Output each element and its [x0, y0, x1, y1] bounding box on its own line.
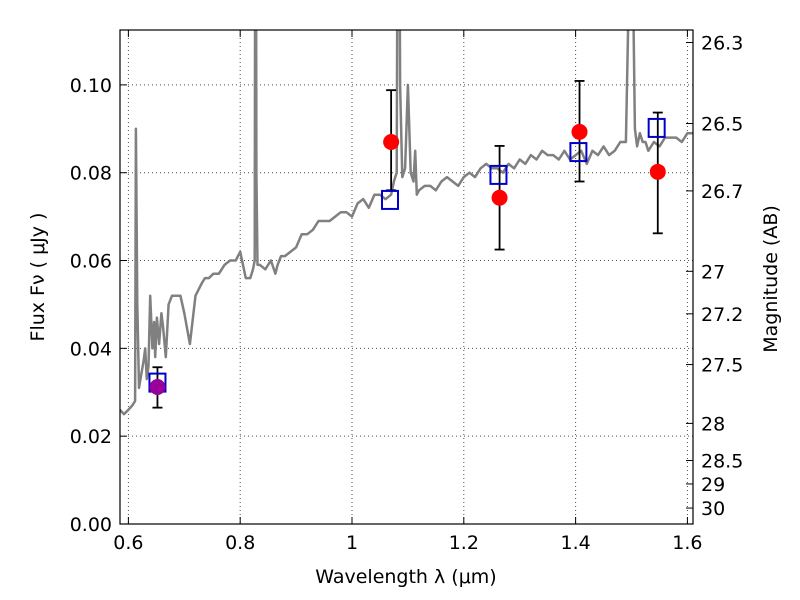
y-tick-label: 0.10 — [70, 75, 112, 97]
y2-tick-label: 26.3 — [701, 33, 743, 55]
y-axis-label: Flux Fν ( μJy ) — [27, 213, 49, 342]
observed-flux-point — [149, 378, 166, 395]
y2-tick-label: 28.5 — [701, 451, 743, 473]
y2-tick-label: 26.7 — [701, 181, 743, 203]
y2-tick-label: 26.5 — [701, 114, 743, 136]
x-tick-label: 1 — [346, 532, 358, 554]
y-tick-label: 0.08 — [70, 163, 112, 185]
model-photometry-square — [569, 142, 588, 163]
y2-tick-label: 29 — [701, 474, 725, 496]
x-axis-ticks: 0.6 0.8 1 1.2 1.4 1.6 — [113, 30, 703, 554]
observed-flux-point — [649, 163, 666, 180]
y2-tick-label: 27.5 — [701, 355, 743, 377]
observed-flux-point — [571, 123, 588, 140]
x-tick-label: 1.2 — [449, 532, 479, 554]
y-axis-ticks: 0.00 0.02 0.04 0.06 0.08 0.10 — [70, 75, 127, 536]
y2-tick-label: 28 — [701, 413, 725, 435]
x-tick-label: 0.8 — [225, 532, 255, 554]
x-axis-label: Wavelength λ (μm) — [315, 566, 496, 588]
model-photometry-square — [647, 117, 666, 138]
x-tick-label: 0.6 — [113, 532, 143, 554]
y-tick-label: 0.00 — [70, 514, 112, 536]
y2-tick-label: 27.2 — [701, 304, 743, 326]
x-tick-label: 1.4 — [560, 532, 590, 554]
y2-tick-label: 27 — [701, 261, 725, 283]
spectrum-line — [120, 30, 693, 416]
plot-frame — [119, 29, 694, 525]
observed-flux-point — [383, 133, 400, 150]
observed-flux-markers — [149, 123, 666, 395]
y2-axis-label: Magnitude (AB) — [760, 205, 782, 353]
observed-flux-point — [491, 189, 508, 206]
y-tick-label: 0.06 — [70, 251, 112, 273]
y-tick-label: 0.04 — [70, 338, 112, 360]
model-photometry-square — [381, 189, 400, 210]
model-photometry-square — [489, 164, 508, 185]
x-tick-label: 1.6 — [672, 532, 702, 554]
y2-tick-label: 30 — [701, 498, 725, 520]
y-tick-label: 0.02 — [70, 426, 112, 448]
